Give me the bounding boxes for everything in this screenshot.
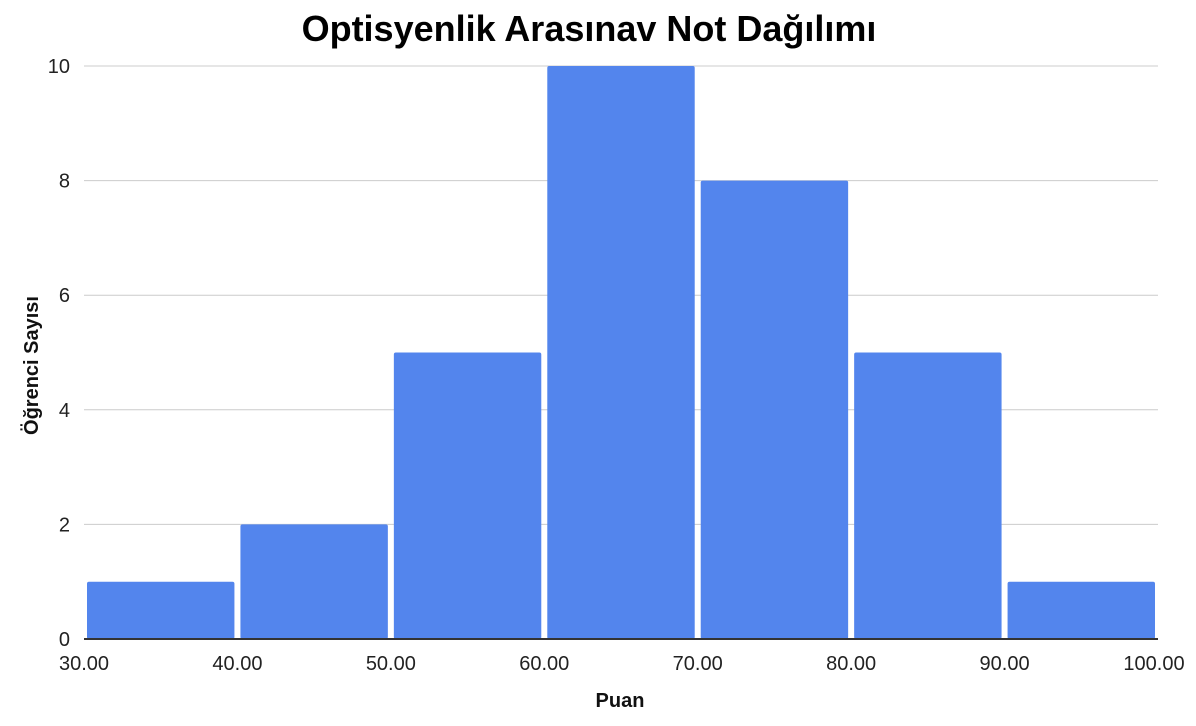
bars [87,66,1155,639]
y-tick-label: 2 [59,514,70,536]
chart-title: Optisyenlik Arasınav Not Dağılımı [301,8,877,49]
x-tick-labels: 30.00 40.00 50.00 60.00 70.00 80.00 90.00 100.0… [59,653,1185,675]
x-tick-label: 30.00 [59,653,109,675]
x-tick-label: 80.00 [826,653,876,675]
bar [547,66,695,639]
y-axis-label: Öğrenci Sayısı [20,296,43,435]
bar [854,352,1002,639]
x-axis-label: Puan [596,690,645,712]
x-tick-label: 90.00 [980,653,1030,675]
x-tick-label: 100.00 [1123,653,1184,675]
bar [393,352,542,639]
y-tick-label: 6 [59,285,70,307]
bar [240,524,388,639]
y-tick-label: 4 [59,400,70,422]
x-tick-label: 40.00 [212,653,262,675]
y-tick-label: 10 [48,56,70,78]
x-tick-label: 60.00 [519,653,569,675]
bar [87,581,235,639]
bar [700,180,849,639]
y-tick-label: 0 [59,629,70,651]
x-tick-label: 70.00 [673,653,723,675]
bar [1007,581,1155,639]
x-tick-label: 50.00 [366,653,416,675]
y-tick-label: 8 [59,171,70,193]
y-tick-labels: 0 2 4 6 8 10 [48,56,70,651]
